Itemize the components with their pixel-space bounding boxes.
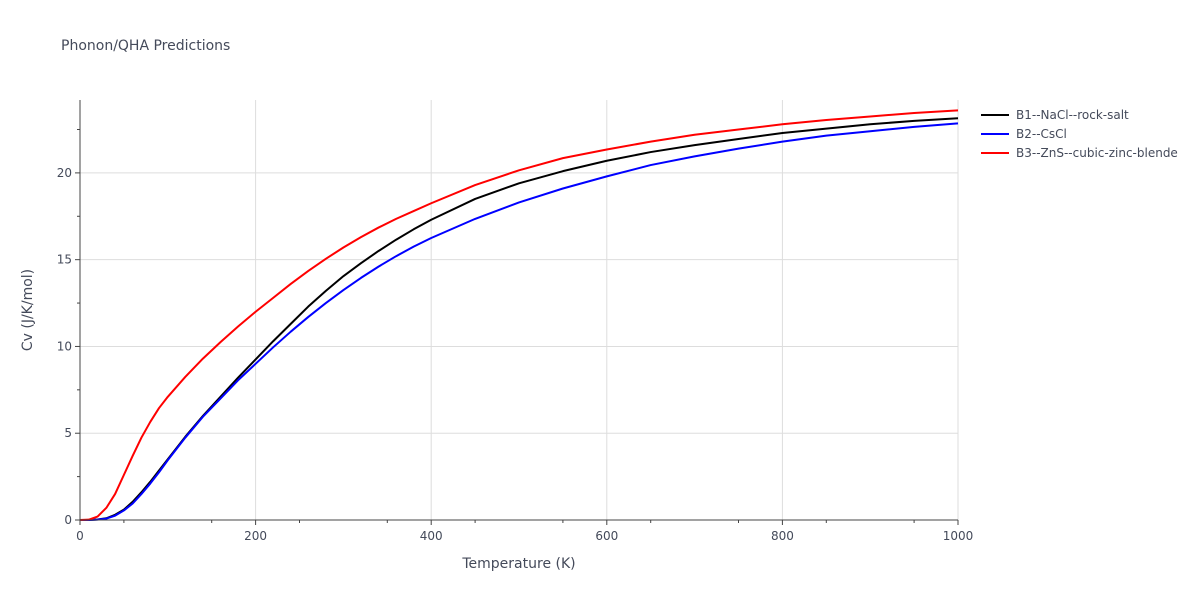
- y-tick-label: 0: [64, 513, 72, 527]
- legend-item[interactable]: B3--ZnS--cubic-zinc-blende: [981, 146, 1178, 160]
- grid-lines: [80, 100, 959, 520]
- legend[interactable]: B1--NaCl--rock-salt B2--CsCl B3--ZnS--cubi…: [981, 108, 1178, 160]
- legend-item[interactable]: B2--CsCl: [981, 127, 1067, 141]
- y-tick-label: 10: [57, 339, 72, 353]
- legend-label: B1--NaCl--rock-salt: [1016, 108, 1129, 122]
- legend-item[interactable]: B1--NaCl--rock-salt: [981, 108, 1129, 122]
- legend-label: B2--CsCl: [1016, 127, 1067, 141]
- x-tick-label: 600: [595, 529, 618, 543]
- axis-ticks: 0 200 400 600 800 1000 0 5 10 15 20: [57, 129, 974, 543]
- y-tick-label: 5: [64, 426, 72, 440]
- y-axis-title: Cv (J/K/mol): [20, 269, 36, 351]
- x-tick-label: 1000: [943, 529, 974, 543]
- y-tick-label: 15: [57, 253, 72, 267]
- x-tick-label: 0: [76, 529, 84, 543]
- chart-title: Phonon/QHA Predictions: [61, 38, 230, 54]
- x-tick-label: 800: [771, 529, 794, 543]
- y-tick-label: 20: [57, 166, 72, 180]
- x-axis-title: Temperature (K): [461, 556, 575, 572]
- x-tick-label: 200: [244, 529, 267, 543]
- series-line-3[interactable]: [79, 109, 959, 521]
- series-line-2[interactable]: [80, 122, 959, 521]
- series-layer: [79, 109, 959, 521]
- legend-label: B3--ZnS--cubic-zinc-blende: [1016, 146, 1178, 160]
- x-tick-label: 400: [420, 529, 443, 543]
- series-line-1[interactable]: [80, 117, 959, 521]
